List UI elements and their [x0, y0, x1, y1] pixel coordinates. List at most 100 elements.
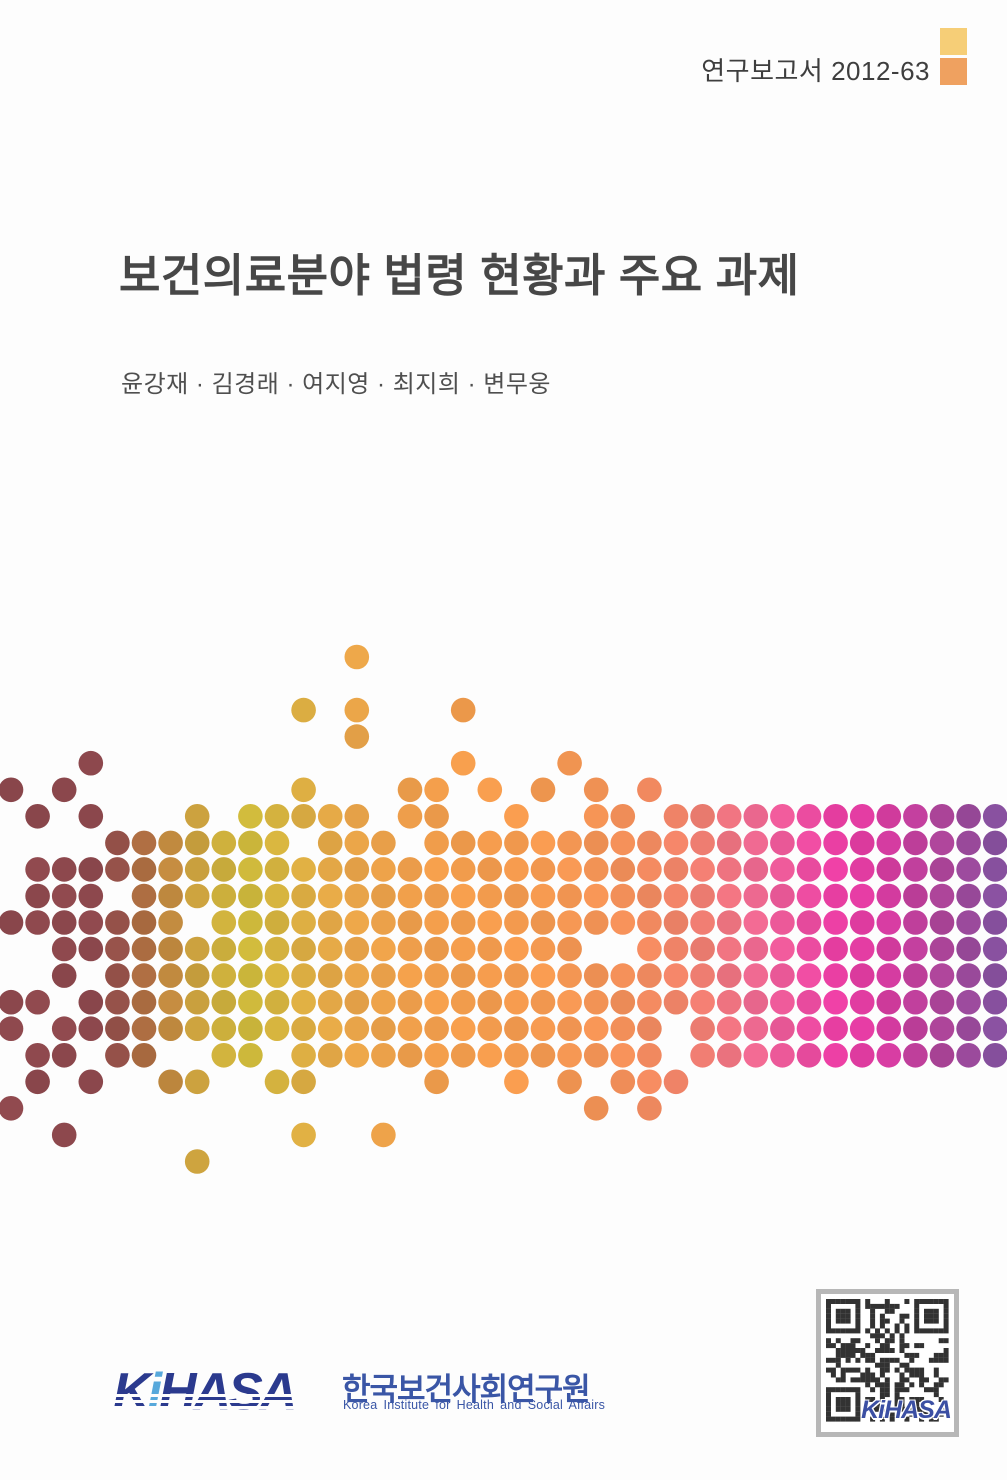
mosaic-dot	[397, 857, 423, 882]
mosaic-dot	[637, 910, 662, 935]
mosaic-dot	[849, 1016, 875, 1041]
mosaic-dot	[450, 963, 476, 988]
mosaic-dot	[78, 910, 104, 935]
mosaic-dot	[131, 936, 157, 962]
mosaic-dot	[504, 1016, 529, 1041]
mosaic-dot	[78, 804, 104, 829]
mosaic-dot	[796, 910, 822, 935]
mosaic-dot	[158, 989, 183, 1015]
mosaic-dot	[716, 936, 742, 962]
mosaic-dot	[371, 830, 396, 856]
mosaic-dot	[78, 1069, 104, 1095]
mosaic-dot	[51, 857, 77, 882]
mosaic-dot	[876, 936, 902, 962]
mosaic-dot	[637, 989, 662, 1015]
mosaic-dot	[929, 1043, 955, 1068]
mosaic-dot	[184, 936, 210, 962]
mosaic-dot	[929, 1016, 955, 1041]
mosaic-dot	[51, 1043, 77, 1068]
mosaic-dot	[25, 1069, 50, 1095]
mosaic-dot	[663, 989, 689, 1015]
mosaic-dot	[929, 804, 955, 829]
mosaic-dot	[158, 910, 183, 935]
mosaic-dot	[291, 857, 316, 882]
logo-stripe	[110, 1394, 328, 1397]
mosaic-dot	[743, 883, 769, 909]
mosaic-dot	[477, 910, 503, 935]
mosaic-dot	[211, 857, 237, 882]
mosaic-dot	[530, 910, 556, 935]
mosaic-dot	[770, 1016, 795, 1041]
mosaic-dot	[557, 963, 582, 988]
mosaic-dot	[796, 989, 822, 1015]
mosaic-dot	[583, 804, 609, 829]
mosaic-dot	[238, 910, 263, 935]
logo-letters-hasa: HASA	[159, 1363, 297, 1421]
mosaic-dot	[716, 857, 742, 882]
mosaic-dot	[158, 830, 183, 856]
mosaic-dot	[238, 830, 263, 856]
mosaic-dot	[264, 1069, 290, 1095]
mosaic-dot	[424, 804, 449, 829]
mosaic-dot	[291, 1122, 316, 1148]
mosaic-dot	[158, 857, 183, 882]
mosaic-dot	[264, 804, 290, 829]
logo-letter-k: K	[113, 1363, 151, 1421]
mosaic-dot	[663, 963, 689, 988]
mosaic-dot	[264, 830, 290, 856]
mosaic-dot	[184, 989, 210, 1015]
mosaic-dot	[982, 1043, 1007, 1068]
mosaic-dot	[238, 963, 263, 988]
mosaic-dot	[317, 1016, 343, 1041]
mosaic-dot	[317, 963, 343, 988]
mosaic-dot	[105, 1016, 130, 1041]
mosaic-dot	[344, 804, 370, 829]
mosaic-dot	[51, 910, 77, 935]
logo-stripe	[110, 1406, 328, 1409]
mosaic-dot	[291, 804, 316, 829]
mosaic-dot	[956, 989, 981, 1015]
mosaic-dot	[770, 804, 795, 829]
mosaic-dot	[211, 883, 237, 909]
mosaic-dot	[211, 910, 237, 935]
mosaic-dot	[51, 883, 77, 909]
mosaic-dot	[344, 883, 370, 909]
mosaic-dot	[51, 936, 77, 962]
mosaic-dot	[637, 830, 662, 856]
mosaic-dot	[397, 989, 423, 1015]
mosaic-dot	[743, 1016, 769, 1041]
mosaic-dot	[849, 989, 875, 1015]
mosaic-dot	[371, 936, 396, 962]
mosaic-dot	[504, 804, 529, 829]
mosaic-dot	[291, 910, 316, 935]
mosaic-dot	[450, 750, 476, 776]
mosaic-dot	[583, 910, 609, 935]
mosaic-dot	[131, 910, 157, 935]
mosaic-dot	[477, 830, 503, 856]
mosaic-dot	[796, 936, 822, 962]
mosaic-dot	[903, 936, 928, 962]
mosaic-dot	[929, 857, 955, 882]
mosaic-dot	[583, 963, 609, 988]
mosaic-dot	[663, 910, 689, 935]
mosaic-dot	[610, 989, 636, 1015]
mosaic-dot	[690, 989, 715, 1015]
mosaic-dot	[690, 883, 715, 909]
mosaic-dot	[238, 989, 263, 1015]
mosaic-dot	[982, 830, 1007, 856]
mosaic-dot	[424, 777, 449, 803]
mosaic-dot	[849, 883, 875, 909]
mosaic-dot	[264, 857, 290, 882]
mosaic-dot	[424, 989, 449, 1015]
mosaic-dot	[477, 1016, 503, 1041]
mosaic-dot	[371, 963, 396, 988]
mosaic-dot	[557, 883, 582, 909]
mosaic-dot	[530, 936, 556, 962]
mosaic-dot	[743, 804, 769, 829]
mosaic-dot	[477, 936, 503, 962]
mosaic-dot	[78, 936, 104, 962]
mosaic-dot	[344, 936, 370, 962]
qr-modules	[826, 1299, 949, 1422]
